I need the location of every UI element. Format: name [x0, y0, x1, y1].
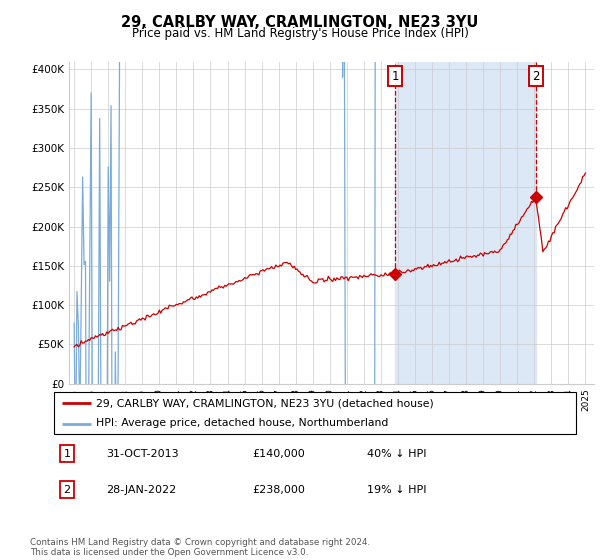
Text: £238,000: £238,000: [253, 485, 305, 495]
Text: 28-JAN-2022: 28-JAN-2022: [106, 485, 176, 495]
Text: 1: 1: [64, 449, 71, 459]
Text: 40% ↓ HPI: 40% ↓ HPI: [367, 449, 427, 459]
Text: £140,000: £140,000: [253, 449, 305, 459]
Text: Price paid vs. HM Land Registry's House Price Index (HPI): Price paid vs. HM Land Registry's House …: [131, 27, 469, 40]
Text: Contains HM Land Registry data © Crown copyright and database right 2024.
This d: Contains HM Land Registry data © Crown c…: [30, 538, 370, 557]
Text: HPI: Average price, detached house, Northumberland: HPI: Average price, detached house, Nort…: [96, 418, 388, 428]
Text: 19% ↓ HPI: 19% ↓ HPI: [367, 485, 427, 495]
Text: 29, CARLBY WAY, CRAMLINGTON, NE23 3YU (detached house): 29, CARLBY WAY, CRAMLINGTON, NE23 3YU (d…: [96, 398, 434, 408]
Text: 29, CARLBY WAY, CRAMLINGTON, NE23 3YU: 29, CARLBY WAY, CRAMLINGTON, NE23 3YU: [121, 15, 479, 30]
Text: 31-OCT-2013: 31-OCT-2013: [106, 449, 179, 459]
Text: 2: 2: [532, 69, 539, 83]
Bar: [395, 62, 536, 384]
Text: 2: 2: [64, 485, 71, 495]
Text: 1: 1: [391, 69, 399, 83]
FancyBboxPatch shape: [54, 392, 576, 434]
